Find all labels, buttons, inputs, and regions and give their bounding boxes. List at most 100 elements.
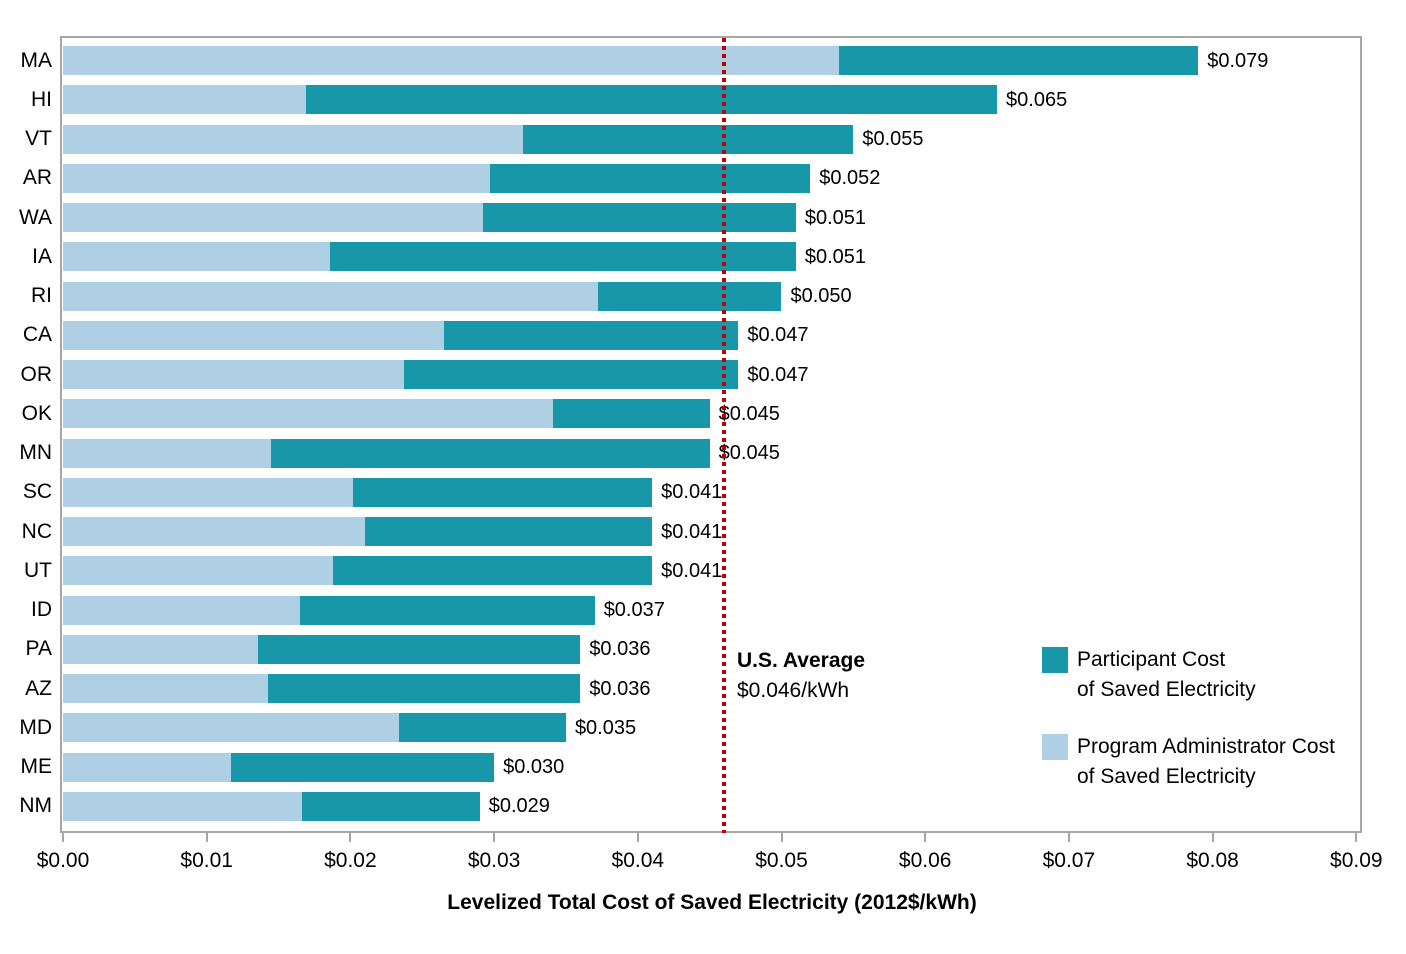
bar-segment-program-admin-AR xyxy=(63,163,490,193)
x-axis-tickmark-$0.05 xyxy=(780,833,783,842)
value-label-SC: $0.041 xyxy=(661,481,723,504)
x-axis-tickmark-$0.06 xyxy=(924,833,927,842)
legend-label-participant-line1: Participant Cost xyxy=(1077,648,1226,671)
x-axis-ticklabel-$0.08: $0.08 xyxy=(1186,849,1239,872)
x-axis-ticklabel-$0.05: $0.05 xyxy=(755,849,808,872)
x-axis-ticklabel-$0.06: $0.06 xyxy=(898,849,952,872)
bar-segment-participant-CA xyxy=(443,320,739,350)
value-label-NC: $0.041 xyxy=(661,520,723,543)
bar-segment-participant-AZ xyxy=(268,674,581,703)
legend-label-participant-line2: of Saved Electricity xyxy=(1077,678,1256,701)
bar-segment-participant-MD xyxy=(399,713,566,743)
bar-segment-program-admin-ME xyxy=(63,752,232,782)
category-label-IA: IA xyxy=(32,244,52,268)
value-label-ID: $0.037 xyxy=(603,599,665,621)
bar-segment-participant-SC xyxy=(353,477,653,507)
bar-segment-program-admin-OK xyxy=(63,399,554,429)
bar-segment-program-admin-RI xyxy=(63,281,598,311)
bar-segment-program-admin-MD xyxy=(63,713,400,743)
value-label-CA: $0.047 xyxy=(747,324,809,347)
x-axis-ticklabel-$0.02: $0.02 xyxy=(324,849,377,872)
value-label-PA: $0.036 xyxy=(589,638,651,661)
category-label-ME: ME xyxy=(20,755,53,778)
category-label-VT: VT xyxy=(25,127,52,150)
legend-swatch-program-admin xyxy=(1042,734,1068,760)
bar-segment-participant-OK xyxy=(553,399,710,429)
value-label-AR: $0.052 xyxy=(819,167,881,190)
legend-label-program-admin-line1: Program Administrator Cost xyxy=(1077,735,1335,758)
bar-segment-participant-ID xyxy=(300,595,595,625)
bar-segment-program-admin-HI xyxy=(63,85,306,115)
category-label-AR: AR xyxy=(22,166,52,190)
us-average-annotation-title: U.S. Average xyxy=(737,649,865,672)
bar-segment-participant-NC xyxy=(364,517,653,546)
category-label-WA: WA xyxy=(18,205,52,229)
x-axis-ticklabel-$0.03: $0.03 xyxy=(467,849,521,872)
bar-segment-program-admin-WA xyxy=(63,203,483,232)
category-label-AZ: AZ xyxy=(25,676,52,700)
bar-segment-participant-WA xyxy=(482,203,796,232)
bar-segment-program-admin-MN xyxy=(63,438,272,468)
category-label-NM: NM xyxy=(19,794,52,818)
category-label-PA: PA xyxy=(25,637,52,661)
x-axis-tickmark-$0.04 xyxy=(636,833,639,842)
value-label-UT: $0.041 xyxy=(661,559,723,582)
value-label-MA: $0.079 xyxy=(1207,49,1269,72)
value-label-NM: $0.029 xyxy=(488,795,550,818)
legend-label-program-admin-line2: of Saved Electricity xyxy=(1077,765,1256,788)
us-average-annotation: U.S. Average $0.046/kWh xyxy=(737,646,865,706)
category-label-MA: MA xyxy=(20,48,53,72)
bar-segment-participant-PA xyxy=(258,634,581,664)
x-axis-tickmark-$0.00 xyxy=(62,833,64,842)
category-label-UT: UT xyxy=(24,558,52,582)
value-label-OR: $0.047 xyxy=(747,363,809,386)
bar-segment-program-admin-ID xyxy=(63,595,301,625)
bar-segment-participant-MN xyxy=(271,438,710,468)
bar-segment-program-admin-MA xyxy=(63,46,839,75)
legend-swatch-participant xyxy=(1042,647,1068,673)
value-label-OK: $0.045 xyxy=(718,402,780,425)
category-label-CA: CA xyxy=(22,323,52,347)
x-axis-tickmark-$0.07 xyxy=(1067,833,1070,842)
value-label-MD: $0.035 xyxy=(574,716,637,739)
bar-segment-program-admin-NM xyxy=(63,791,302,821)
bar-segment-program-admin-CA xyxy=(63,320,444,350)
bar-segment-participant-MA xyxy=(838,46,1199,75)
bar-segment-participant-IA xyxy=(330,242,796,272)
bar-segment-program-admin-OR xyxy=(63,360,404,389)
bar-segment-program-admin-UT xyxy=(63,556,334,586)
bar-segment-participant-AR xyxy=(489,163,811,193)
legend-label-program-admin: Program Administrator Cost of Saved Elec… xyxy=(1077,732,1377,792)
x-axis-tickmark-$0.02 xyxy=(349,833,352,842)
bar-segment-participant-VT xyxy=(522,124,854,154)
value-label-VT: $0.055 xyxy=(862,128,924,150)
x-axis-tickmark-$0.08 xyxy=(1211,833,1214,842)
category-label-MD: MD xyxy=(19,715,52,739)
x-axis-ticklabel-$0.07: $0.07 xyxy=(1042,849,1096,872)
category-label-NC: NC xyxy=(21,519,52,543)
category-label-RI: RI xyxy=(31,284,52,307)
bar-segment-program-admin-AZ xyxy=(63,674,269,703)
bar-segment-participant-UT xyxy=(333,556,653,586)
x-axis-ticklabel-$0.01: $0.01 xyxy=(180,849,233,872)
legend-label-participant: Participant Cost of Saved Electricity xyxy=(1077,645,1377,705)
bar-segment-program-admin-NC xyxy=(63,517,365,546)
bar-segment-participant-HI xyxy=(305,85,998,115)
x-axis-tickmark-$0.03 xyxy=(493,833,496,842)
bar-segment-participant-OR xyxy=(403,360,739,389)
bar-segment-program-admin-VT xyxy=(63,124,523,154)
us-average-reference-line xyxy=(722,38,727,833)
bar-segment-program-admin-SC xyxy=(63,477,354,507)
category-label-SC: SC xyxy=(22,480,52,504)
category-label-OK: OK xyxy=(21,401,52,425)
category-label-ID: ID xyxy=(31,598,52,621)
value-label-RI: $0.050 xyxy=(790,285,852,307)
x-axis-ticklabel-$0.04: $0.04 xyxy=(611,849,665,872)
bar-segment-participant-ME xyxy=(231,752,495,782)
x-axis-title: Levelized Total Cost of Saved Electricit… xyxy=(447,891,977,914)
bar-segment-program-admin-PA xyxy=(63,634,259,664)
value-label-AZ: $0.036 xyxy=(589,677,651,700)
value-label-MN: $0.045 xyxy=(718,442,780,464)
x-axis-tickmark-$0.09 xyxy=(1355,833,1358,842)
